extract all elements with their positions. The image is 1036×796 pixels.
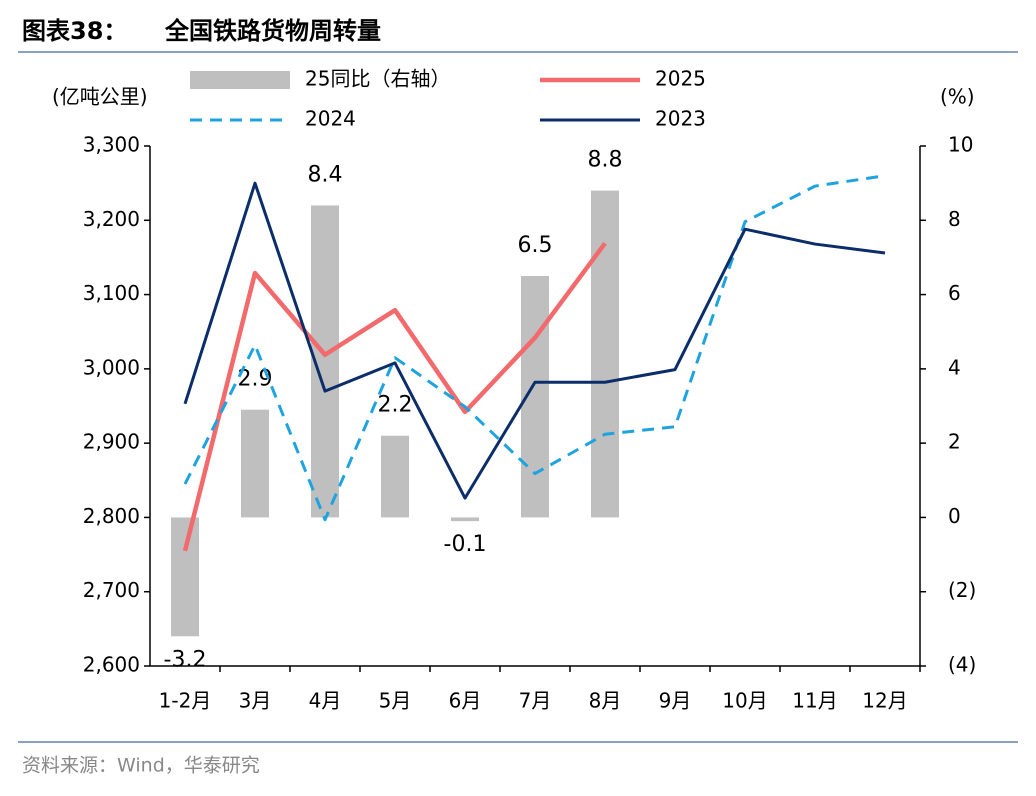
y2-tick-label: 2 — [948, 430, 961, 454]
bar — [171, 517, 199, 637]
bar — [591, 190, 619, 518]
x-tick-label: 8月 — [589, 689, 622, 713]
line-series — [183, 181, 886, 500]
x-tick-label: 5月 — [379, 689, 412, 713]
legend-label: 2025 — [655, 67, 706, 91]
source: 资料来源：Wind，华泰研究 — [22, 755, 260, 777]
chart-title: 全国铁路货物周转量 — [164, 17, 381, 45]
x-tick-label: 7月 — [519, 689, 552, 713]
bar — [451, 517, 479, 522]
y2-tick-label: 4 — [948, 355, 961, 379]
x-tick-label: 4月 — [309, 689, 342, 713]
y-tick-label: 2,700 — [83, 578, 140, 602]
x-tick-label: 10月 — [722, 689, 767, 713]
data-label: 8.4 — [308, 162, 343, 187]
data-label: -3.2 — [164, 647, 207, 672]
x-tick-label: 6月 — [449, 689, 482, 713]
y-tick-label: 2,600 — [83, 653, 140, 677]
x-tick-label: 11月 — [792, 689, 837, 713]
legend-label: 2024 — [305, 107, 356, 131]
y-axis-label: (亿吨公里) — [52, 85, 148, 109]
y2-tick-label: 10 — [948, 133, 973, 157]
bar — [241, 409, 269, 518]
x-tick-label: 1-2月 — [159, 689, 212, 713]
figure-label: 图表38： — [22, 17, 127, 45]
y-tick-label: 3,300 — [83, 133, 140, 157]
bar — [381, 435, 409, 518]
legend-label: 2023 — [655, 107, 706, 131]
x-tick-label: 12月 — [862, 689, 907, 713]
y-tick-label: 3,000 — [83, 355, 140, 379]
y2-tick-label: 8 — [948, 207, 961, 231]
y2-tick-label: 0 — [948, 504, 961, 528]
data-label: 8.8 — [588, 148, 623, 173]
y-tick-label: 3,200 — [83, 207, 140, 231]
y2-tick-label: 6 — [948, 281, 961, 305]
y2-tick-label: (4) — [948, 653, 976, 677]
x-tick-label: 9月 — [659, 689, 692, 713]
y-tick-label: 2,800 — [83, 504, 140, 528]
data-label: 6.5 — [518, 233, 553, 258]
legend-label: 25同比（右轴） — [305, 67, 450, 91]
legend-swatch — [190, 71, 290, 89]
y2-tick-label: (2) — [948, 578, 976, 602]
line-series — [183, 174, 886, 522]
line-series — [182, 241, 607, 552]
y-tick-label: 2,900 — [83, 430, 140, 454]
y2-axis-label: (%) — [940, 85, 975, 109]
y-tick-label: 3,100 — [83, 281, 140, 305]
data-label: -0.1 — [444, 532, 487, 557]
data-label: 2.2 — [378, 393, 413, 418]
x-tick-label: 3月 — [239, 689, 272, 713]
